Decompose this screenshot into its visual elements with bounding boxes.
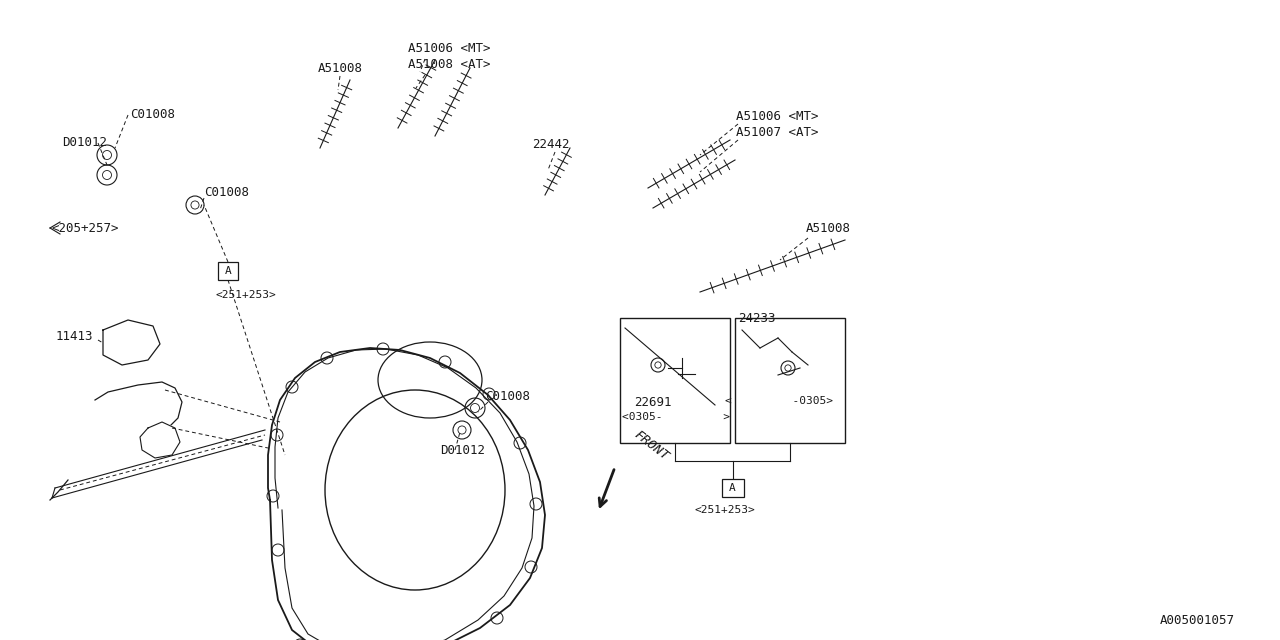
Text: A51008: A51008 xyxy=(806,222,851,235)
Text: A51006 <MT>: A51006 <MT> xyxy=(408,42,490,55)
Text: <251+253>: <251+253> xyxy=(216,290,276,300)
Text: 11413: 11413 xyxy=(56,330,93,343)
Text: <         -0305>: < -0305> xyxy=(724,396,833,406)
Text: A51008: A51008 xyxy=(317,62,364,75)
Text: A: A xyxy=(224,266,232,276)
Text: <0305-         >: <0305- > xyxy=(622,412,730,422)
Text: D01012: D01012 xyxy=(61,136,108,149)
Text: 22691: 22691 xyxy=(634,396,672,409)
Bar xyxy=(620,318,730,443)
Text: A51007 <AT>: A51007 <AT> xyxy=(736,126,818,139)
Text: <205+257>: <205+257> xyxy=(52,222,119,235)
Polygon shape xyxy=(102,320,160,365)
Text: C01008: C01008 xyxy=(131,108,175,121)
Text: <251+253>: <251+253> xyxy=(695,505,755,515)
Text: FRONT: FRONT xyxy=(632,428,672,463)
Text: D01012: D01012 xyxy=(440,444,485,457)
Text: 24233: 24233 xyxy=(739,312,776,325)
Text: 22442: 22442 xyxy=(532,138,570,151)
Bar xyxy=(218,262,238,280)
Text: A: A xyxy=(730,483,736,493)
Text: A51006 <MT>: A51006 <MT> xyxy=(736,110,818,123)
Text: C01008: C01008 xyxy=(485,390,530,403)
Text: A51008 <AT>: A51008 <AT> xyxy=(408,58,490,71)
Text: A005001057: A005001057 xyxy=(1160,614,1235,627)
Bar xyxy=(722,479,744,497)
Bar xyxy=(735,318,845,443)
Text: C01008: C01008 xyxy=(204,186,250,199)
Polygon shape xyxy=(140,422,180,458)
